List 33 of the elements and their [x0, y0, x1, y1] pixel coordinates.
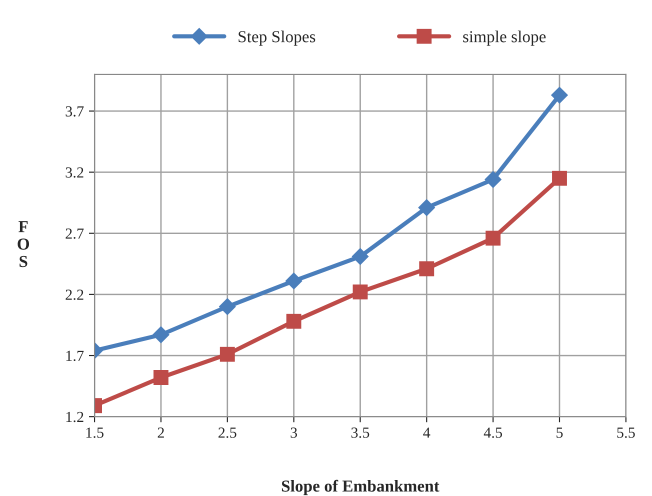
legend-label: simple slope [463, 30, 546, 46]
y-tick-label: 1.2 [66, 412, 84, 422]
point [154, 370, 168, 385]
point [152, 326, 170, 344]
point [552, 170, 567, 186]
point [418, 199, 436, 216]
point [484, 171, 502, 188]
x-tick-label: 4.5 [484, 428, 502, 438]
x-tick-label: 5.5 [617, 428, 635, 438]
x-tick-label: 3.5 [351, 428, 370, 438]
y-tick-label: 2.2 [66, 290, 84, 300]
point [551, 86, 568, 104]
x-tick-label: 2 [158, 428, 164, 438]
point [285, 272, 302, 290]
y-tick-label: 1.7 [66, 350, 84, 362]
x-tick-label: 4 [423, 428, 430, 438]
point [352, 284, 368, 300]
point [286, 314, 302, 329]
y-tick-label: 3.2 [66, 167, 84, 178]
y-tick-label: 3.7 [66, 106, 84, 117]
legend-label: Step Slopes [238, 30, 316, 46]
y-axis-title: F O S [18, 221, 30, 268]
x-tick-label: 1.5 [86, 428, 104, 438]
point [419, 261, 434, 276]
y-tick-label: 2.7 [66, 228, 84, 239]
point [219, 298, 236, 316]
x-axis-title: Slope of Embankment [282, 480, 440, 496]
x-tick-label: 3 [290, 428, 298, 438]
point [486, 230, 501, 246]
x-tick-label: 5 [556, 428, 563, 438]
x-tick-label: 2.5 [218, 428, 236, 438]
point [220, 346, 235, 362]
point [352, 248, 369, 265]
